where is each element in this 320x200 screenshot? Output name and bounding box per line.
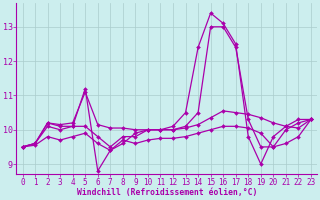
X-axis label: Windchill (Refroidissement éolien,°C): Windchill (Refroidissement éolien,°C): [76, 188, 257, 197]
